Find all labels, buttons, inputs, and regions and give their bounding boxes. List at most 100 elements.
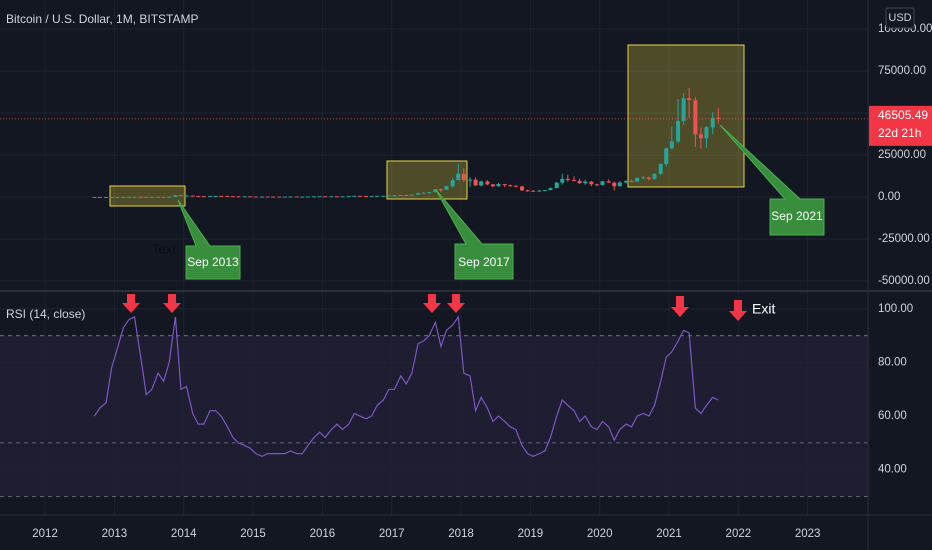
candle-body (104, 196, 109, 198)
x-tick-label: 2017 (379, 528, 405, 540)
chart-title: Bitcoin / U.S. Dollar, 1M, BITSTAMP (6, 12, 199, 26)
candle-body (208, 195, 213, 197)
candle-body (144, 196, 149, 198)
candle-body (92, 196, 97, 198)
candle-body (421, 192, 426, 194)
candle-body (612, 182, 617, 187)
down-arrow (122, 294, 140, 313)
y-tick-label: -25000.00 (878, 233, 930, 245)
candle-body (664, 148, 669, 164)
rsi-line (93, 315, 719, 457)
x-tick-label: 2021 (656, 528, 682, 540)
candle-body (473, 179, 478, 186)
last-price-box (869, 105, 932, 146)
candle-body (312, 196, 317, 198)
last-price-label: 46505.49 (878, 108, 928, 122)
candle-body (248, 196, 253, 198)
candle-body (167, 196, 172, 198)
candle-body (583, 181, 588, 184)
candle-body (398, 194, 403, 196)
candle-body (589, 181, 594, 185)
candle-body (560, 178, 565, 183)
candle-body (658, 163, 663, 174)
candle-body (300, 196, 305, 198)
y-tick-label: 75000.00 (878, 65, 926, 77)
currency-box[interactable] (885, 7, 915, 29)
candle-body (444, 186, 449, 190)
exit-label: Exit (752, 301, 775, 317)
candle-body (681, 98, 686, 122)
candle-body (294, 196, 299, 198)
rsi-title: RSI (14, close) (6, 307, 85, 321)
candle-body (271, 196, 276, 198)
candle-body (109, 196, 114, 198)
candle-body (624, 181, 629, 183)
candle-body (456, 173, 461, 181)
candle-body (201, 196, 206, 198)
y-tick-label: 100.00 (878, 303, 913, 315)
annotations: Sep 2013 Sep 2017 Sep 2021 Text Exit (122, 124, 825, 321)
candle-body (693, 100, 698, 135)
currency: USD (888, 12, 911, 24)
candle-body (369, 195, 374, 197)
candle-body (346, 196, 351, 198)
y-tick-label: 0.00 (878, 191, 900, 203)
x-tick-label: 2016 (310, 528, 336, 540)
candle-body (381, 195, 386, 197)
candle-body (687, 98, 692, 101)
candle-body (253, 196, 258, 198)
candle-body (375, 195, 380, 197)
candle-body (149, 196, 154, 198)
candle-body (161, 196, 166, 198)
candle-body (121, 196, 126, 198)
candle-body (196, 196, 201, 198)
x-tick-label: 2022 (726, 528, 752, 540)
callout-label: Sep 2013 (187, 255, 239, 269)
y-tick-label: 60.00 (878, 410, 907, 422)
y-tick-label: -50000.00 (878, 275, 930, 287)
candle-body (386, 195, 391, 197)
candle-body (97, 196, 102, 198)
candle-body (490, 184, 495, 187)
candle-body (525, 190, 530, 192)
candle-body (438, 189, 443, 191)
candle-body (392, 195, 397, 197)
candle-body (225, 196, 230, 198)
candle-body (213, 195, 218, 197)
candle-body (190, 195, 195, 197)
candle-body (260, 196, 265, 198)
candle-body (496, 184, 501, 187)
x-tick-label: 2023 (795, 528, 821, 540)
highlight-boxes (109, 44, 745, 207)
candle-body (479, 181, 484, 186)
candle-body (357, 195, 362, 197)
candle-body (265, 196, 270, 198)
candle-body (323, 196, 328, 198)
candle-body (520, 186, 525, 191)
candle-body (329, 196, 334, 198)
candle-body (542, 190, 547, 192)
candle-body (184, 195, 189, 197)
candle-body (242, 196, 247, 198)
candle-body (554, 182, 559, 189)
candle-body (282, 196, 287, 198)
candle-body (334, 196, 339, 198)
candle-body (230, 196, 235, 198)
callout-label: Sep 2017 (458, 255, 510, 269)
y-tick-label: 25000.00 (878, 149, 926, 161)
callout (435, 189, 514, 280)
candle-body (277, 196, 282, 198)
candle-body (173, 195, 178, 197)
x-tick-label: 2012 (32, 528, 58, 540)
axes: 2012 2013 2014 2015 2016 2017 2018 2019 2020 2021… (32, 23, 932, 540)
candle-body (594, 184, 599, 186)
candle-body (364, 195, 369, 197)
candle-body (132, 196, 137, 198)
candle-body (635, 177, 640, 182)
candle-body (646, 177, 651, 179)
candle-body (485, 181, 490, 185)
callout (719, 124, 825, 236)
x-tick-label: 2015 (240, 528, 266, 540)
candle-body (178, 195, 183, 197)
